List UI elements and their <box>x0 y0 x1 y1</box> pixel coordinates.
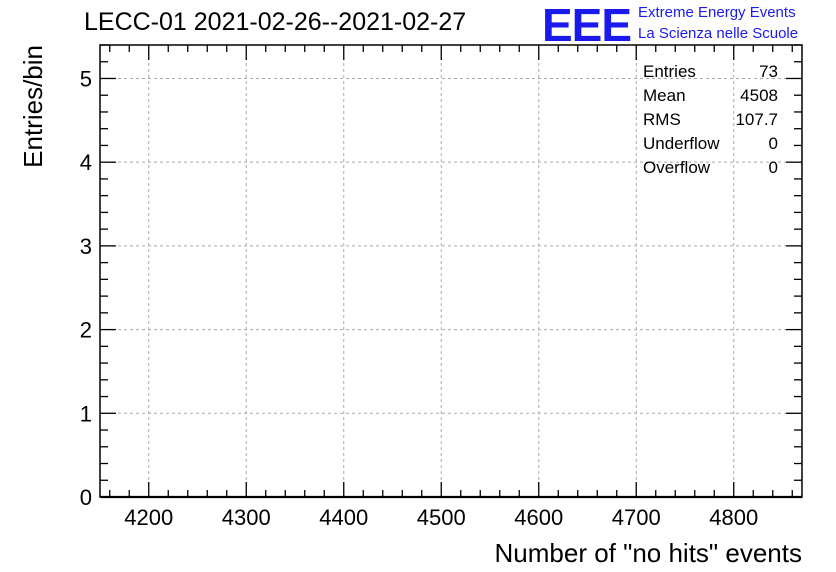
x-tick-label: 4200 <box>124 505 173 530</box>
stat-label: Overflow <box>643 158 711 177</box>
y-tick-label: 0 <box>80 485 92 510</box>
x-tick-label: 4700 <box>612 505 661 530</box>
logo-mark: EEE <box>542 0 632 51</box>
eee-logo: EEE Extreme Energy Events La Scienza nel… <box>542 2 832 48</box>
stat-value: 4508 <box>740 86 778 105</box>
x-axis-label: Number of "no hits" events <box>495 538 803 568</box>
x-tick-label: 4400 <box>319 505 368 530</box>
stat-label: RMS <box>643 110 681 129</box>
stat-label: Entries <box>643 62 696 81</box>
stat-value: 107.7 <box>735 110 778 129</box>
y-tick-label: 4 <box>80 150 92 175</box>
stat-value: 0 <box>769 158 778 177</box>
y-tick-label: 1 <box>80 401 92 426</box>
stat-label: Mean <box>643 86 686 105</box>
x-tick-label: 4300 <box>222 505 271 530</box>
logo-line-1: Extreme Energy Events <box>638 4 796 21</box>
y-tick-label: 5 <box>80 66 92 91</box>
chart-title: LECC-01 2021-02-26--2021-02-27 <box>84 8 467 36</box>
plot-frame <box>99 44 803 498</box>
stats-box: Entries 73 Mean 4508 RMS 107.7 Underflow 0 Overf… <box>643 62 778 177</box>
stat-value: 73 <box>759 62 778 81</box>
stat-value: 0 <box>769 134 778 153</box>
x-tick-label: 4600 <box>514 505 563 530</box>
logo-line-2: La Scienza nelle Scuole <box>638 25 799 42</box>
grid-lines <box>100 45 802 498</box>
x-tick-label: 4500 <box>417 505 466 530</box>
stat-label: Underflow <box>643 134 720 153</box>
y-tick-label: 3 <box>80 234 92 259</box>
y-tick-label: 2 <box>80 318 92 343</box>
x-tick-label: 4800 <box>709 505 758 530</box>
axis-ticks: 4200 4300 4400 4500 4600 4700 4800 0 1 2 3 4 5 <box>80 44 802 530</box>
y-axis-label: Entries/bin <box>18 45 48 168</box>
